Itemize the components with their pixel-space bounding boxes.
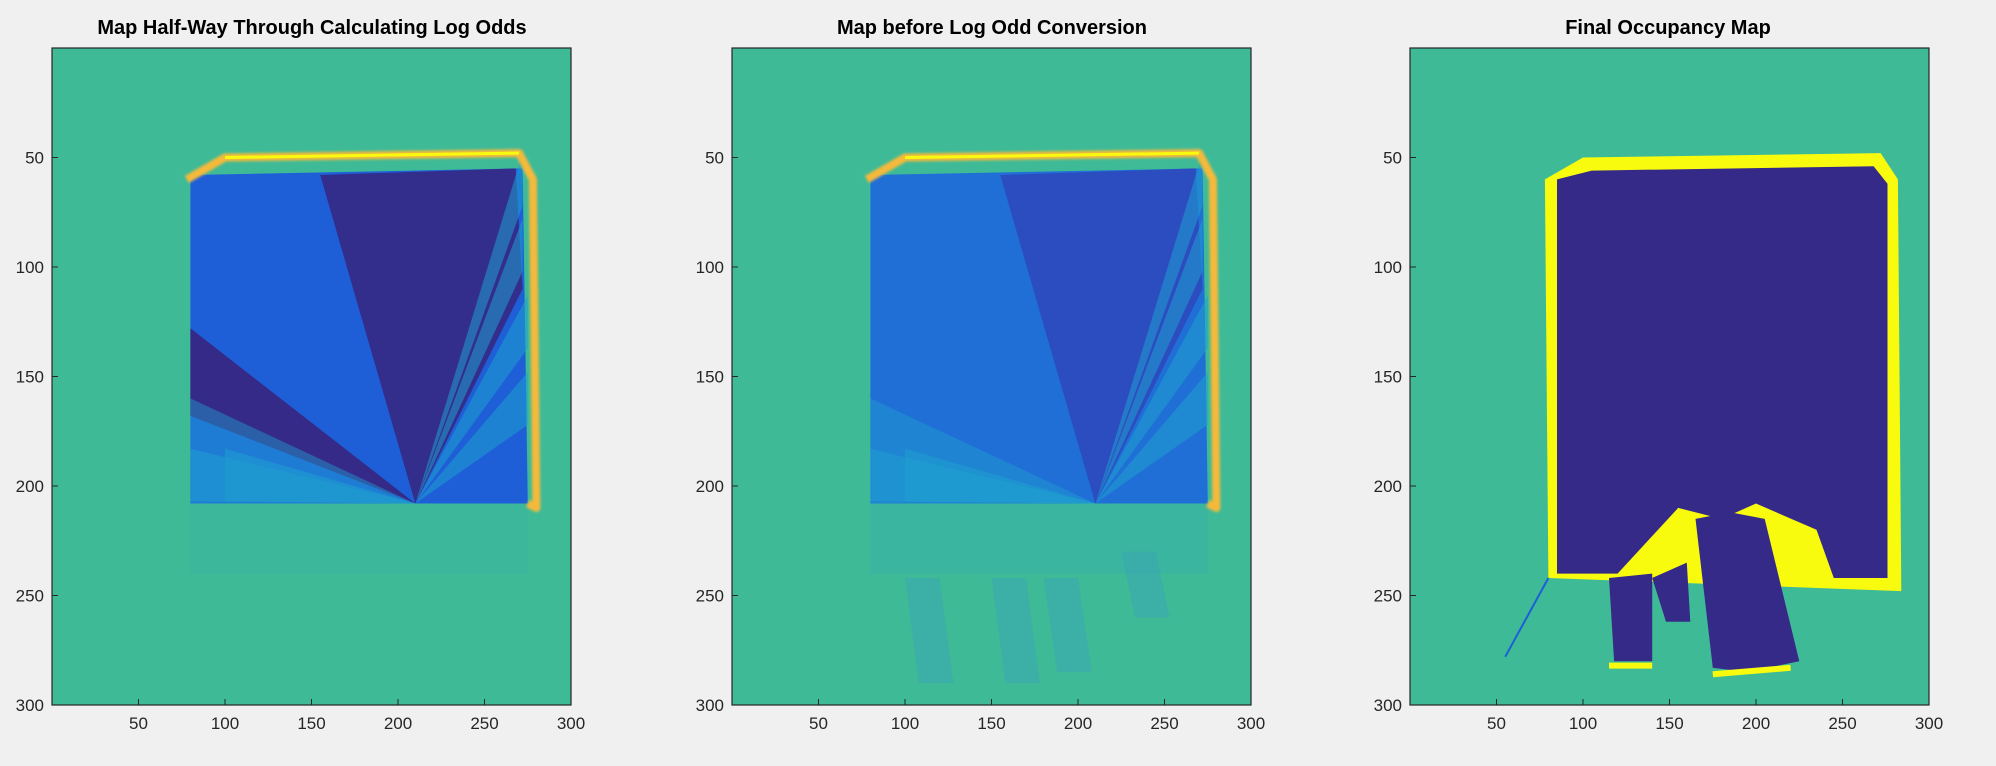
- panel-title: Final Occupancy Map: [1565, 17, 1771, 39]
- panel-halfway-log-odds: Map Half-Way Through Calculating Log Odd…: [16, 17, 586, 733]
- sensor-ray: [415, 295, 528, 504]
- y-tick-label: 100: [1374, 258, 1402, 277]
- y-tick-label: 300: [1374, 696, 1402, 715]
- y-tick-label: 300: [16, 696, 44, 715]
- panel-final-occupancy-map: Final Occupancy Map 50 100 150 200 250 300 50 1…: [1374, 17, 1944, 733]
- y-tick-label: 200: [16, 477, 44, 496]
- heatmap-image: [52, 48, 571, 705]
- x-tick-label: 100: [891, 714, 919, 733]
- free-space-beam: [1695, 512, 1800, 673]
- free-wedge: [190, 328, 416, 504]
- sensor-ray: [190, 448, 416, 504]
- free-space-beam: [905, 578, 954, 684]
- y-tick-label: 250: [16, 587, 44, 606]
- sensor-ray: [870, 448, 1096, 504]
- x-tick-label: 250: [1828, 714, 1856, 733]
- panel-title: Map before Log Odd Conversion: [837, 17, 1147, 39]
- free-wedge: [320, 168, 523, 504]
- x-tick-label: 200: [1742, 714, 1770, 733]
- y-tick-label: 200: [696, 477, 724, 496]
- free-space-beam: [1609, 573, 1653, 662]
- x-tick-label: 50: [809, 714, 828, 733]
- sensor-ray: [415, 153, 523, 504]
- x-tick-label: 250: [1150, 714, 1178, 733]
- x-tick-label: 100: [1569, 714, 1597, 733]
- free-space-beam: [1652, 562, 1691, 622]
- x-tick-label: 150: [1655, 714, 1683, 733]
- occupied-wall-core: [904, 151, 1200, 159]
- y-tick-label: 200: [1374, 477, 1402, 496]
- x-tick-label: 50: [1487, 714, 1506, 733]
- panel-title: Map Half-Way Through Calculating Log Odd…: [97, 17, 526, 39]
- y-tick-label: 250: [696, 587, 724, 606]
- x-tick-label: 100: [211, 714, 239, 733]
- sensor-ray: [415, 218, 523, 504]
- sensor-ray: [1095, 372, 1208, 504]
- occupied-wall: [184, 149, 541, 512]
- y-tick-label: 100: [696, 258, 724, 277]
- x-tick-label: 300: [557, 714, 585, 733]
- free-space-beam: [991, 578, 1040, 684]
- y-tick-label: 50: [705, 149, 724, 168]
- occupied-wall-core: [224, 151, 520, 159]
- x-tick-label: 250: [470, 714, 498, 733]
- free-space: [1557, 166, 1888, 579]
- x-tick-label: 300: [1237, 714, 1265, 733]
- free-space-beam: [1043, 578, 1092, 673]
- x-tick-label: 50: [129, 714, 148, 733]
- y-tick-label: 150: [16, 368, 44, 387]
- free-space-lower: [190, 503, 528, 574]
- x-tick-label: 300: [1915, 714, 1943, 733]
- sensor-ray: [1095, 218, 1203, 504]
- occupied-wall: [1712, 664, 1791, 678]
- sensor-ray: [415, 372, 528, 504]
- sensor-ray: [870, 398, 1096, 504]
- sensor-ray: [1095, 295, 1208, 504]
- y-tick-label: 50: [25, 149, 44, 168]
- sensor-ray: [190, 398, 416, 504]
- heatmap-image: [732, 48, 1251, 705]
- x-tick-label: 200: [1064, 714, 1092, 733]
- y-tick-label: 150: [696, 368, 724, 387]
- free-ray: [1504, 577, 1550, 658]
- x-tick-label: 150: [977, 714, 1005, 733]
- y-tick-label: 250: [1374, 587, 1402, 606]
- free-space-beam: [1121, 551, 1170, 618]
- x-tick-label: 150: [297, 714, 325, 733]
- heatmap-image: [1410, 48, 1929, 705]
- y-tick-label: 150: [1374, 368, 1402, 387]
- x-tick-label: 200: [384, 714, 412, 733]
- panel-before-log-odd-conversion: Map before Log Odd Conversion 50 100 150 20…: [696, 17, 1266, 733]
- free-wedge: [1000, 168, 1203, 504]
- sensor-ray: [1095, 153, 1203, 504]
- y-tick-label: 50: [1383, 149, 1402, 168]
- y-tick-label: 300: [696, 696, 724, 715]
- y-tick-label: 100: [16, 258, 44, 277]
- occupied-wall: [864, 149, 1221, 512]
